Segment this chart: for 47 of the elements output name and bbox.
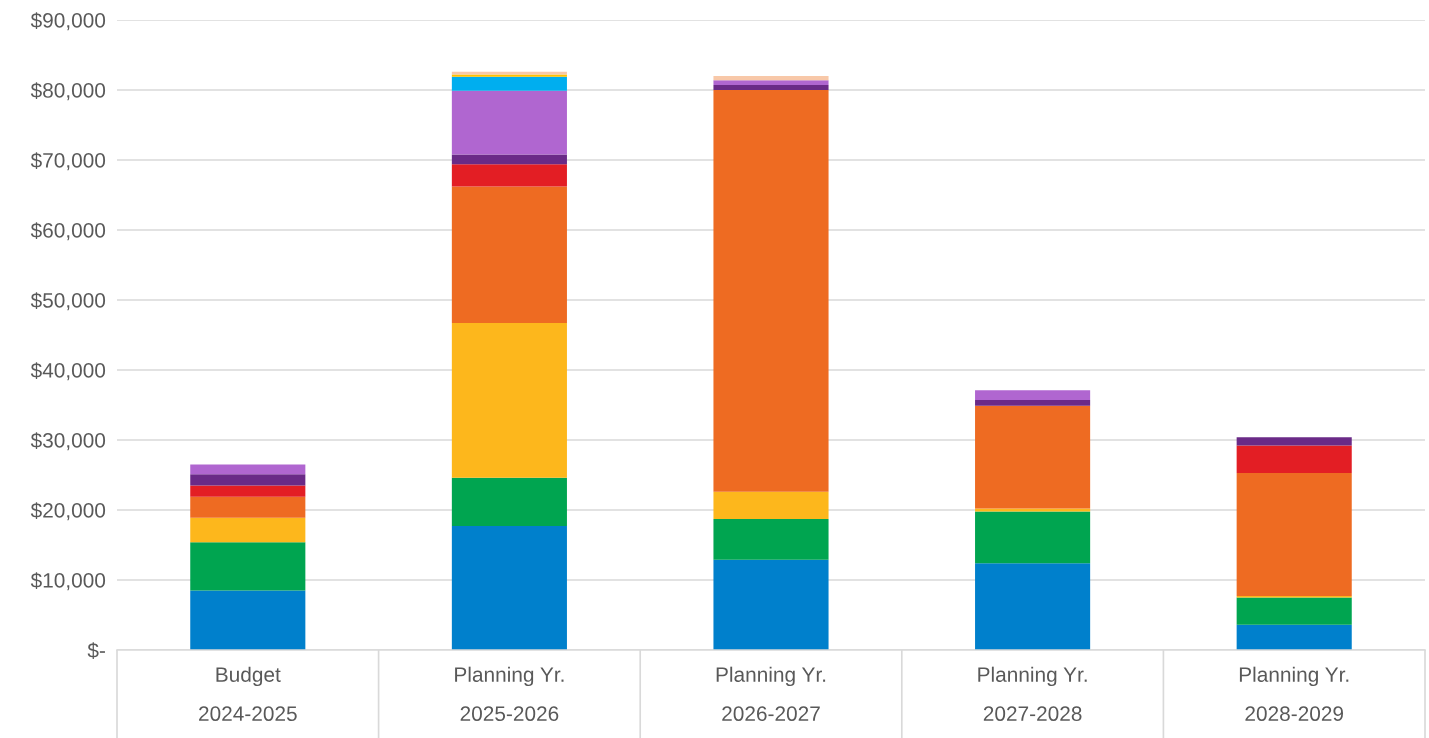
bar [713,80,829,86]
bar [713,76,829,81]
y-tick-label: $90,000 [30,12,106,31]
bar [975,511,1091,564]
bar [451,186,567,324]
bar [190,464,306,475]
y-tick-label: $30,000 [30,432,106,451]
bar [1236,624,1352,650]
bar [190,496,306,518]
bar [451,90,567,155]
bar [190,590,306,650]
bar [713,85,829,90]
bar [713,559,829,650]
y-tick-label: $20,000 [30,502,106,521]
y-tick-label: $10,000 [30,572,106,591]
bar [1236,472,1352,597]
y-tick-label: $80,000 [30,82,106,101]
bar [1236,445,1352,473]
x-tick-label: Planning Yr. 2026-2027 [716,666,826,722]
x-tick-label: Planning Yr. 2025-2026 [455,666,564,722]
bar [451,477,567,527]
y-tick-label: $70,000 [30,152,106,171]
y-tick-label: $40,000 [30,362,106,381]
y-tick-label: $- [87,642,105,659]
bar [975,405,1091,509]
bar [451,154,567,165]
bar [713,90,829,492]
bar [1236,437,1352,446]
x-tick-label: Budget 2024-2025 [199,666,297,722]
y-tick-label: $60,000 [30,222,106,241]
bar [975,563,1091,650]
bar [451,323,567,478]
x-tick-label: Planning Yr. 2027-2028 [978,666,1087,722]
bar [190,517,306,543]
bar [451,76,567,91]
bar [1236,597,1352,625]
x-tick-label: Planning Yr. 2028-2029 [1239,666,1349,722]
bar [190,474,306,486]
bar [975,400,1091,406]
bar [713,519,829,560]
bar [190,542,306,591]
bar [190,485,306,497]
bar [451,526,567,650]
bar [975,390,1091,401]
bar [451,164,567,187]
y-tick-label: $50,000 [30,292,106,311]
bar [713,491,829,520]
